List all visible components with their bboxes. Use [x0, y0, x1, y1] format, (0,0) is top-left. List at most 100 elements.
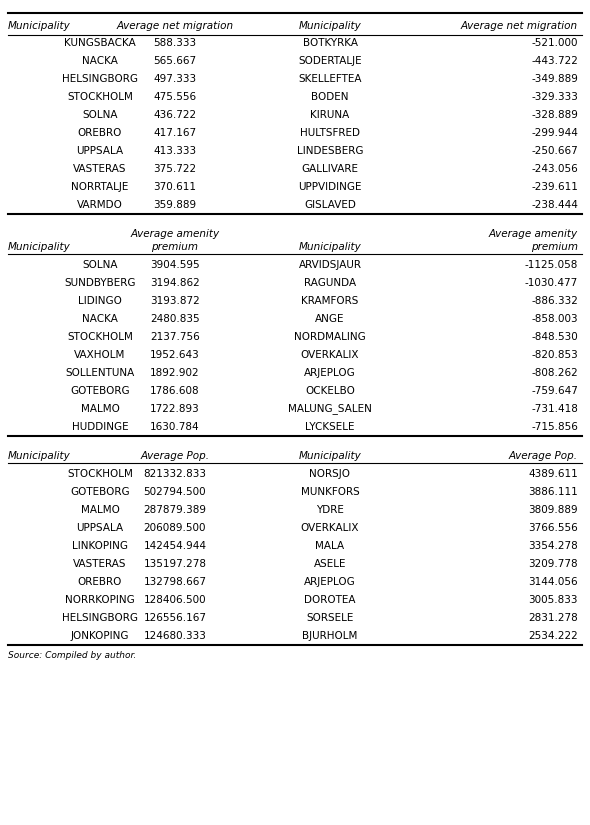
Text: -731.418: -731.418 — [531, 404, 578, 414]
Text: MALMO: MALMO — [81, 404, 119, 414]
Text: Average Pop.: Average Pop. — [509, 451, 578, 461]
Text: 413.333: 413.333 — [153, 146, 196, 156]
Text: SODERTALJE: SODERTALJE — [298, 56, 362, 66]
Text: -715.856: -715.856 — [531, 422, 578, 432]
Text: NORRTALJE: NORRTALJE — [71, 182, 129, 192]
Text: 142454.944: 142454.944 — [143, 541, 206, 551]
Text: Municipality: Municipality — [299, 451, 361, 461]
Text: NORDMALING: NORDMALING — [294, 332, 366, 342]
Text: -848.530: -848.530 — [531, 332, 578, 342]
Text: GALLIVARE: GALLIVARE — [301, 164, 359, 174]
Text: NORSJO: NORSJO — [310, 469, 350, 479]
Text: Municipality: Municipality — [8, 451, 71, 461]
Text: LIDINGO: LIDINGO — [78, 296, 122, 306]
Text: -329.333: -329.333 — [531, 92, 578, 102]
Text: Average net migration: Average net migration — [461, 21, 578, 31]
Text: OVERKALIX: OVERKALIX — [301, 523, 359, 533]
Text: MALMO: MALMO — [81, 505, 119, 515]
Text: -521.000: -521.000 — [532, 38, 578, 48]
Text: HULTSFRED: HULTSFRED — [300, 128, 360, 138]
Text: NACKA: NACKA — [82, 314, 118, 324]
Text: GOTEBORG: GOTEBORG — [70, 487, 130, 497]
Text: -349.889: -349.889 — [531, 74, 578, 84]
Text: Average amenity: Average amenity — [130, 229, 219, 239]
Text: SOLLENTUNA: SOLLENTUNA — [65, 368, 135, 378]
Text: 1630.784: 1630.784 — [150, 422, 200, 432]
Text: ARVIDSJAUR: ARVIDSJAUR — [299, 260, 362, 270]
Text: 821332.833: 821332.833 — [143, 469, 206, 479]
Text: 3766.556: 3766.556 — [528, 523, 578, 533]
Text: BJURHOLM: BJURHOLM — [302, 631, 358, 641]
Text: VARMDO: VARMDO — [77, 200, 123, 210]
Text: SKELLEFTEA: SKELLEFTEA — [299, 74, 362, 84]
Text: ANGE: ANGE — [315, 314, 345, 324]
Text: LYCKSELE: LYCKSELE — [305, 422, 355, 432]
Text: 497.333: 497.333 — [153, 74, 196, 84]
Text: 135197.278: 135197.278 — [143, 559, 206, 569]
Text: -886.332: -886.332 — [531, 296, 578, 306]
Text: -1125.058: -1125.058 — [525, 260, 578, 270]
Text: premium: premium — [152, 242, 198, 252]
Text: 132798.667: 132798.667 — [143, 577, 206, 587]
Text: MALA: MALA — [316, 541, 345, 551]
Text: HELSINGBORG: HELSINGBORG — [62, 613, 138, 623]
Text: 502794.500: 502794.500 — [144, 487, 206, 497]
Text: Municipality: Municipality — [8, 242, 71, 252]
Text: ASELE: ASELE — [314, 559, 346, 569]
Text: VASTERAS: VASTERAS — [73, 559, 127, 569]
Text: 565.667: 565.667 — [153, 56, 196, 66]
Text: ARJEPLOG: ARJEPLOG — [304, 577, 356, 587]
Text: SUNDBYBERG: SUNDBYBERG — [64, 278, 136, 288]
Text: 1952.643: 1952.643 — [150, 350, 200, 360]
Text: 4389.611: 4389.611 — [528, 469, 578, 479]
Text: BOTKYRKA: BOTKYRKA — [303, 38, 358, 48]
Text: UPPSALA: UPPSALA — [77, 146, 123, 156]
Text: 3144.056: 3144.056 — [529, 577, 578, 587]
Text: UPPSALA: UPPSALA — [77, 523, 123, 533]
Text: 417.167: 417.167 — [153, 128, 196, 138]
Text: premium: premium — [531, 242, 578, 252]
Text: SOLNA: SOLNA — [82, 110, 118, 120]
Text: OCKELBO: OCKELBO — [305, 386, 355, 396]
Text: 206089.500: 206089.500 — [144, 523, 206, 533]
Text: -443.722: -443.722 — [531, 56, 578, 66]
Text: Municipality: Municipality — [8, 21, 71, 31]
Text: DOROTEA: DOROTEA — [304, 595, 356, 605]
Text: -238.444: -238.444 — [531, 200, 578, 210]
Text: RAGUNDA: RAGUNDA — [304, 278, 356, 288]
Text: MUNKFORS: MUNKFORS — [301, 487, 359, 497]
Text: Average net migration: Average net migration — [116, 21, 234, 31]
Text: 1722.893: 1722.893 — [150, 404, 200, 414]
Text: 359.889: 359.889 — [153, 200, 196, 210]
Text: -759.647: -759.647 — [531, 386, 578, 396]
Text: KUNGSBACKA: KUNGSBACKA — [64, 38, 136, 48]
Text: Average amenity: Average amenity — [489, 229, 578, 239]
Text: 3005.833: 3005.833 — [529, 595, 578, 605]
Text: -239.611: -239.611 — [531, 182, 578, 192]
Text: 588.333: 588.333 — [153, 38, 196, 48]
Text: 375.722: 375.722 — [153, 164, 196, 174]
Text: 3209.778: 3209.778 — [529, 559, 578, 569]
Text: 2831.278: 2831.278 — [528, 613, 578, 623]
Text: ARJEPLOG: ARJEPLOG — [304, 368, 356, 378]
Text: OREBRO: OREBRO — [78, 577, 122, 587]
Text: SOLNA: SOLNA — [82, 260, 118, 270]
Text: Municipality: Municipality — [299, 21, 361, 31]
Text: GISLAVED: GISLAVED — [304, 200, 356, 210]
Text: 1892.902: 1892.902 — [150, 368, 200, 378]
Text: GOTEBORG: GOTEBORG — [70, 386, 130, 396]
Text: Source: Compiled by author.: Source: Compiled by author. — [8, 652, 136, 661]
Text: STOCKHOLM: STOCKHOLM — [67, 469, 133, 479]
Text: LINKOPING: LINKOPING — [72, 541, 128, 551]
Text: Municipality: Municipality — [299, 242, 361, 252]
Text: NACKA: NACKA — [82, 56, 118, 66]
Text: SORSELE: SORSELE — [306, 613, 353, 623]
Text: -820.853: -820.853 — [531, 350, 578, 360]
Text: 2480.835: 2480.835 — [150, 314, 200, 324]
Text: VAXHOLM: VAXHOLM — [74, 350, 126, 360]
Text: MALUNG_SALEN: MALUNG_SALEN — [288, 403, 372, 414]
Text: YDRE: YDRE — [316, 505, 344, 515]
Text: 2534.222: 2534.222 — [528, 631, 578, 641]
Text: 128406.500: 128406.500 — [144, 595, 206, 605]
Text: Average Pop.: Average Pop. — [140, 451, 209, 461]
